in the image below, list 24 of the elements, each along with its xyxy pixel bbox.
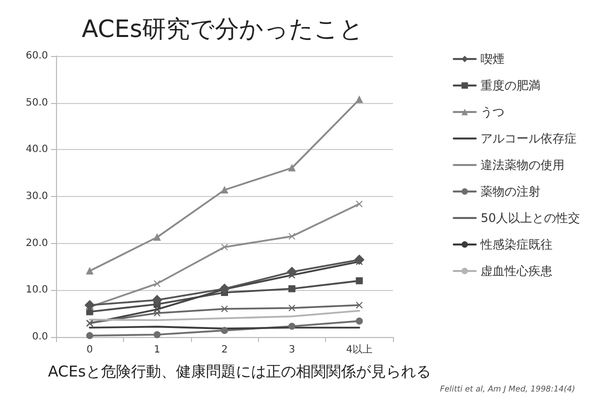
y-tick-label: 10.0	[26, 284, 48, 296]
text: ACEsと危険行動、健康問題には正の相関関係が見られる	[48, 362, 431, 380]
text: Felitti et al, Am J Med, 1998:14(4)	[440, 384, 576, 394]
x-tick-label: 0	[86, 344, 93, 356]
y-tick-label: 60.0	[26, 50, 48, 62]
y-tick-label: 50.0	[26, 97, 48, 108]
y-tick-label: 0.0	[32, 332, 48, 342]
chart-title: ACEs研究で分かったこと	[82, 15, 364, 43]
legend-label: 違法薬物の使用	[480, 158, 565, 172]
legend-label: 性感染症既往	[480, 238, 553, 252]
legend-label: アルコール依存症	[480, 132, 577, 146]
legend-label: うつ	[480, 105, 505, 119]
x-tick-label: 2	[221, 344, 228, 356]
y-tick-label: 30.0	[26, 191, 48, 202]
legend-label: 薬物の注射	[480, 184, 541, 198]
x-tick-label: 4以上	[346, 344, 372, 356]
legend-label: 虚血性心疾患	[480, 264, 553, 278]
y-tick-label: 20.0	[26, 238, 48, 249]
x-tick-label: 3	[288, 344, 296, 356]
legend-label: 喫煙	[480, 52, 505, 66]
legend-label: 50人以上との性交	[480, 211, 580, 225]
legend-label: 重度の肥満	[480, 78, 541, 92]
y-tick-label: 40.0	[26, 144, 48, 156]
x-tick-label: 1	[154, 344, 160, 356]
